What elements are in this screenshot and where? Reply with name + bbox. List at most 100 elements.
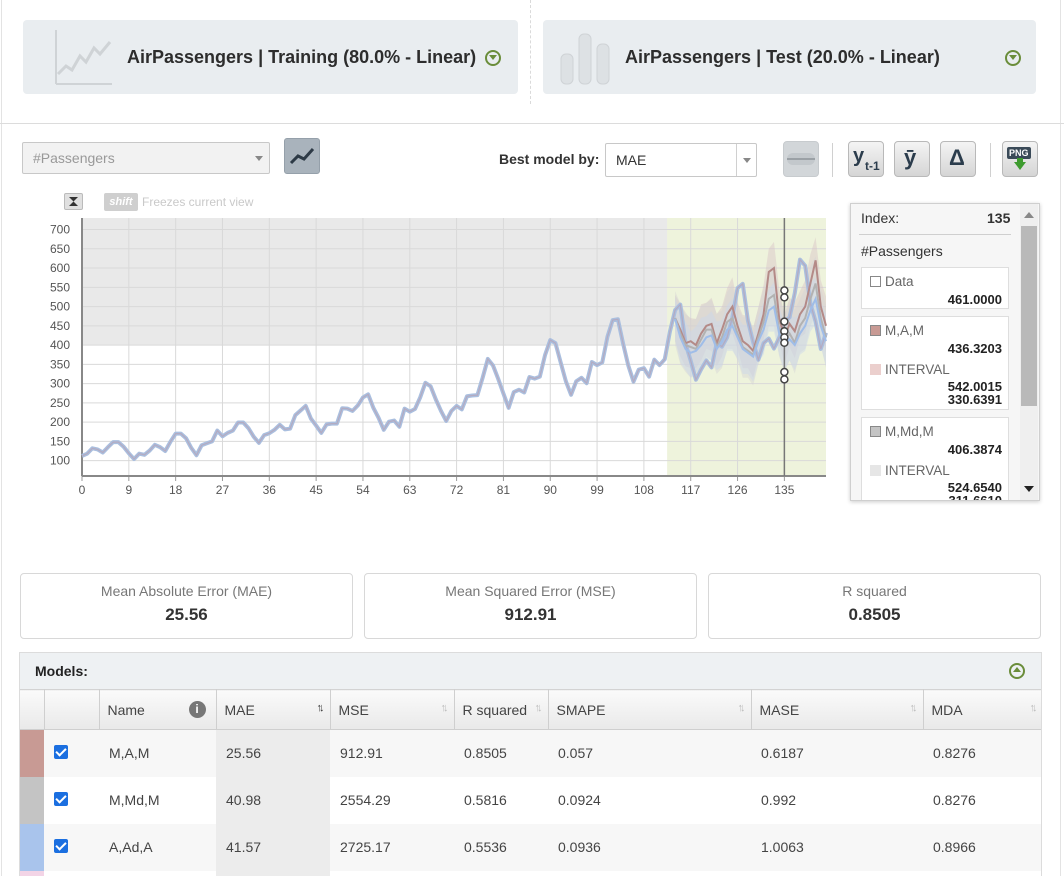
collapse-icon[interactable] <box>1009 663 1025 679</box>
model-checkbox[interactable] <box>44 823 99 871</box>
smape-column-header[interactable]: SMAPE ↑↓ <box>548 689 752 730</box>
test-panel[interactable]: AirPassengers | Test (20.0% - Linear) <box>543 20 1036 94</box>
table-row[interactable]: M,A,M 25.56 912.91 0.8505 0.057 0.6187 0… <box>20 729 1041 777</box>
tooltip-scrollbar[interactable] <box>1020 204 1038 500</box>
scrollbar-thumb[interactable] <box>1021 226 1037 406</box>
sort-active-icon[interactable]: ↑↓ <box>316 702 325 714</box>
checkbox-checked-icon[interactable] <box>54 744 68 759</box>
table-row[interactable] <box>20 870 1041 876</box>
table-row[interactable]: A,Ad,A 41.57 2725.17 0.5536 0.0936 1.006… <box>20 823 1041 871</box>
chevron-down-icon <box>736 144 756 176</box>
scroll-down-icon[interactable] <box>1024 486 1034 492</box>
mse-card: Mean Squared Error (MSE) 912.91 <box>364 573 697 639</box>
mse-header-label: MSE <box>338 701 369 718</box>
x-tick-label: 9 <box>125 483 132 497</box>
forecast-line-M,A,M <box>674 260 827 353</box>
sort-icon[interactable]: ↑↓ <box>909 702 918 714</box>
tooltip-panel: Index: 135 #Passengers Data 461.0000 M,A… <box>850 203 1040 501</box>
lag-button[interactable]: y t-1 <box>848 141 884 177</box>
checkbox-column-header <box>44 689 100 730</box>
scroll-up-icon[interactable] <box>1024 212 1034 218</box>
line-chart-toggle-button[interactable] <box>284 138 320 174</box>
mse-label: Mean Squared Error (MSE) <box>445 583 616 599</box>
chevron-down-icon <box>249 143 269 173</box>
best-model-value: MAE <box>616 152 647 168</box>
checkbox-checked-icon[interactable] <box>54 791 68 806</box>
r2-label: R squared <box>842 583 907 599</box>
fitted-series-line <box>81 258 827 460</box>
mae-column-header[interactable]: MAE ↑↓ <box>216 689 331 730</box>
mam-swatch <box>870 325 881 336</box>
trend-icon <box>289 147 315 165</box>
training-panel[interactable]: AirPassengers | Training (80.0% - Linear… <box>23 20 518 94</box>
hover-point-marker <box>780 317 789 326</box>
model-name: M,Md,M <box>99 776 216 824</box>
models-table: Name i MAE ↑↓ MSE ↑↓ R squared ↑↓ SMAPE ↑↓ MA… <box>20 689 1041 876</box>
x-tick-label: 81 <box>497 483 511 497</box>
png-export-button[interactable]: PNG <box>1002 141 1038 177</box>
best-model-label: Best model by: <box>499 151 600 167</box>
checkbox-checked-icon[interactable] <box>54 838 68 853</box>
x-tick-label: 18 <box>169 483 183 497</box>
delta-button[interactable]: Δ <box>940 141 976 177</box>
training-dropdown-icon[interactable] <box>485 50 501 66</box>
model-checkbox[interactable] <box>44 776 99 824</box>
tooltip-divider <box>859 234 1011 235</box>
sort-icon[interactable]: ↑↓ <box>1029 702 1038 714</box>
mda-column-header[interactable]: MDA ↑↓ <box>923 689 1041 730</box>
hover-point-marker <box>780 338 789 348</box>
models-title: Models: <box>35 663 88 679</box>
mase-header-label: MASE <box>759 701 800 718</box>
info-icon[interactable]: i <box>188 701 206 718</box>
forecast-line-A,Ad,A <box>674 295 827 359</box>
interval-band-button[interactable] <box>783 141 819 177</box>
time-series-chart[interactable]: 100 150 200 250 300 350 400 450 500 550 600 650 700 0… <box>0 212 830 502</box>
model-mase: 0.992 <box>751 776 923 824</box>
model-r2: 0.8505 <box>454 729 548 777</box>
tooltip-data-value: 461.0000 <box>947 292 1002 307</box>
mse-column-header[interactable]: MSE ↑↓ <box>330 689 455 730</box>
mae-header-label: MAE <box>224 701 255 718</box>
model-mase: 0.6187 <box>751 729 923 777</box>
y-tick-label: 200 <box>50 415 70 429</box>
tooltip-mam-interval-label: INTERVAL <box>885 362 950 377</box>
tooltip-mmdm-interval-row: INTERVAL <box>870 463 950 478</box>
model-mse: 2554.29 <box>330 776 454 824</box>
x-tick-label: 90 <box>544 483 558 497</box>
x-tick-label: 45 <box>309 483 323 497</box>
sort-icon[interactable]: ↑↓ <box>737 702 746 714</box>
r2-value: 0.8505 <box>848 605 901 624</box>
model-smape: 0.0924 <box>548 776 751 824</box>
mase-column-header[interactable]: MASE ↑↓ <box>751 689 924 730</box>
sort-icon[interactable]: ↑↓ <box>440 702 449 714</box>
color-column-header <box>20 689 45 730</box>
model-mae: 25.56 <box>216 729 330 777</box>
lag-subscript: t-1 <box>865 159 880 173</box>
model-checkbox[interactable] <box>44 729 99 777</box>
tooltip-index-value: 135 <box>987 210 1011 226</box>
tooltip-mam-value: 436.3203 <box>947 341 1002 356</box>
tooltip-mam-label-row: M,A,M <box>870 323 924 338</box>
y-tick-label: 400 <box>50 338 70 352</box>
table-row[interactable]: M,Md,M 40.98 2554.29 0.5816 0.0924 0.992… <box>20 776 1041 824</box>
variable-select[interactable]: #Passengers <box>22 142 270 174</box>
test-dropdown-icon[interactable] <box>1005 50 1021 66</box>
mmdm-interval-swatch <box>870 465 881 476</box>
sort-icon[interactable]: ↑↓ <box>534 702 543 714</box>
x-tick-label: 135 <box>774 483 794 497</box>
lag-label: y <box>853 145 865 167</box>
mean-label: ȳ <box>904 145 917 170</box>
hover-point-marker <box>780 375 789 384</box>
best-model-select[interactable]: MAE <box>605 143 757 177</box>
y-tick-label: 550 <box>50 280 70 294</box>
x-tick-label: 126 <box>728 483 748 497</box>
toolbar-separator <box>990 143 991 177</box>
x-tick-label: 72 <box>450 483 464 497</box>
hover-point-marker <box>780 293 789 302</box>
x-tick-label: 0 <box>79 483 86 497</box>
zoom-reset-button[interactable] <box>64 193 83 210</box>
mean-button[interactable]: ȳ <box>894 141 930 177</box>
r2-column-header[interactable]: R squared ↑↓ <box>454 689 549 730</box>
tooltip-mam-card: M,A,M 436.3203 INTERVAL 542.0015 330.639… <box>861 316 1009 410</box>
name-column-header[interactable]: Name i <box>99 689 217 730</box>
